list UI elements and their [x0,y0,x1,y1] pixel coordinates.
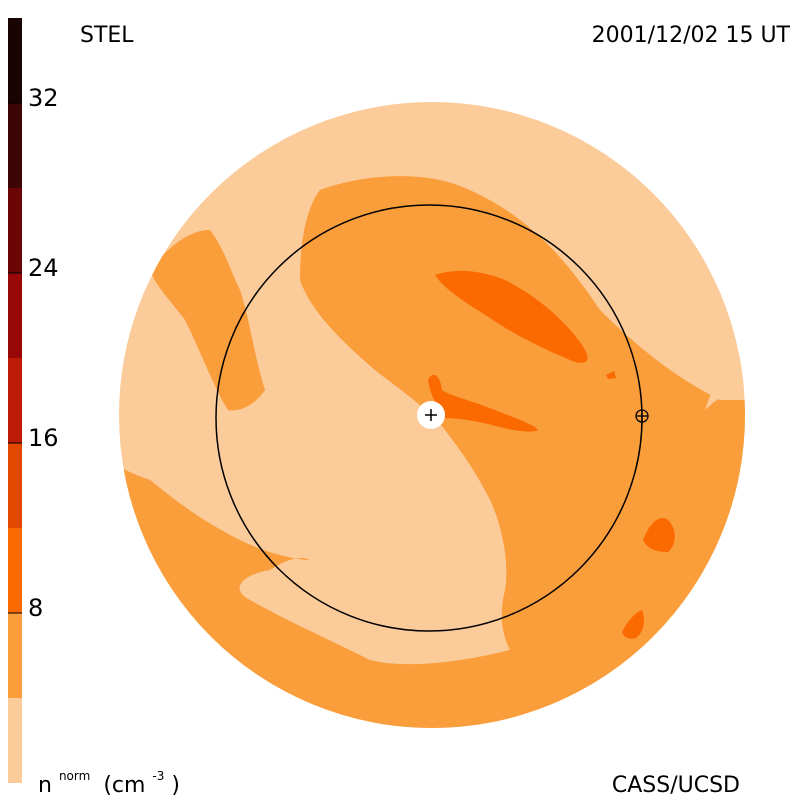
colorbar-band-8 [8,18,22,103]
density-region-mid-small [325,512,365,547]
colorbar-band-4 [8,358,22,443]
datetime-label: 2001/12/02 15 UT [592,23,791,48]
unit-label-exp: -3 [152,769,164,783]
earth-symbol-icon [635,409,649,423]
colorbar-label-32: 32 [28,84,59,112]
colorbar-label-24: 24 [28,254,59,282]
density-region-high-right-1 [643,518,675,552]
unit-label: n norm (cm -3 ) [38,761,180,798]
density-region-high-streak [435,270,588,363]
colorbar-band-0 [8,698,22,783]
unit-label-norm: norm [59,769,90,783]
colorbar-label-16: 16 [28,424,59,452]
colorbar-band-7 [8,103,22,188]
colorbar: 8 16 24 32 [8,18,59,783]
colorbar-band-3 [8,443,22,528]
colorbar-band-6 [8,188,22,273]
unit-label-n: n [38,773,52,798]
unit-label-units: (cm [103,773,145,798]
colorbar-band-5 [8,273,22,358]
density-region-mid [119,176,745,728]
credit-label: CASS/UCSD [612,773,740,798]
density-region-high-dot [606,371,616,379]
density-region-high-center [428,374,538,432]
colorbar-band-2 [8,528,22,613]
density-region-mid-left [150,230,265,411]
plus-marker [417,401,445,429]
colorbar-band-1 [8,613,22,698]
density-region-low-notch [705,349,745,410]
source-label: STEL [80,23,134,48]
colorbar-label-8: 8 [28,594,43,622]
density-region-high-right-2 [622,610,644,639]
unit-label-close: ) [171,773,180,798]
